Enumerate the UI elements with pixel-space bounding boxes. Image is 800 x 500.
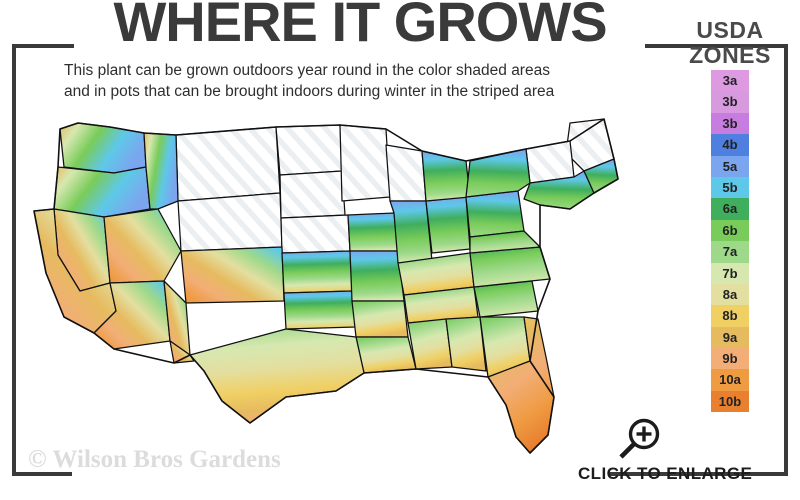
hardiness-zone-map[interactable] — [18, 105, 658, 455]
legend-swatch-5a-4: 5a — [711, 155, 749, 177]
frame-edge-bottom-left — [12, 472, 72, 476]
legend-swatch-5b-5: 5b — [711, 176, 749, 199]
legend-swatch-8a-10: 8a — [711, 283, 749, 306]
legend-swatch-10a-14: 10a — [711, 369, 749, 391]
legend-swatch-6b-7: 6b — [711, 219, 749, 242]
legend-swatch-6a-6: 6a — [711, 198, 749, 220]
usa-map-svg — [33, 118, 619, 454]
legend-title: USDA ZONES — [672, 18, 788, 68]
frame-edge-left — [12, 44, 16, 476]
legend-swatch-4b-3: 4b — [711, 134, 749, 156]
legend-swatch-7b-9: 7b — [711, 262, 749, 284]
legend-swatch-8b-11: 8b — [711, 305, 749, 327]
legend-swatch-list: 3a 3b 3b 4b 5a 5b 6a 6b 7a 7b 8a 8b 9a 9b 10a 10b — [711, 70, 749, 413]
usda-zones-legend: USDA ZONES 3a 3b 3b 4b 5a 5b 6a 6b 7a 7b 8a 8b 9a 9b 1… — [672, 8, 788, 468]
legend-swatch-9a-12: 9a — [711, 326, 749, 349]
page-title: WHERE IT GROWS — [113, 0, 607, 53]
legend-swatch-10b-15: 10b — [711, 390, 749, 413]
legend-title-line-2: ZONES — [689, 42, 771, 68]
frame-edge-top-right — [645, 44, 788, 48]
legend-title-line-1: USDA — [696, 17, 764, 43]
legend-swatch-7a-8: 7a — [711, 241, 749, 263]
subtitle-line-2: and in pots that can be brought indoors … — [64, 83, 555, 100]
legend-swatch-3b-2: 3b — [711, 112, 749, 135]
legend-swatch-9b-13: 9b — [711, 348, 749, 370]
subtitle-text: This plant can be grown outdoors year ro… — [64, 60, 634, 102]
legend-swatch-3a-0: 3a — [711, 70, 749, 92]
click-to-enlarge-label[interactable]: CLICK TO ENLARGE — [578, 464, 753, 483]
frame-edge-right — [784, 44, 788, 476]
frame-edge-bottom-right — [608, 472, 788, 476]
colored-zone-regions — [33, 122, 619, 454]
subtitle-line-1: This plant can be grown outdoors year ro… — [64, 62, 550, 79]
national-outline — [33, 118, 619, 454]
watermark-copyright: © Wilson Bros Gardens — [28, 446, 281, 473]
striped-cold-region — [175, 118, 615, 254]
magnifier-plus-icon[interactable] — [612, 418, 664, 464]
frame-edge-top-left — [12, 44, 74, 48]
legend-swatch-3b-1: 3b — [711, 91, 749, 113]
